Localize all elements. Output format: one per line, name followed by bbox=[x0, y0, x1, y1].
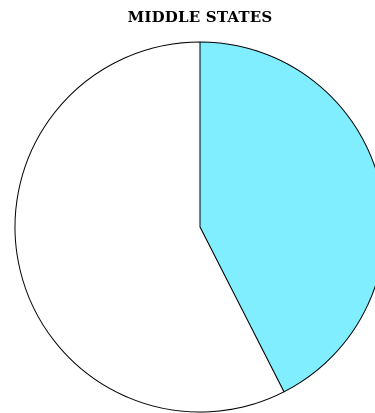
chart-title: MIDDLE STATES bbox=[127, 8, 273, 26]
pie-slice-1 bbox=[199, 41, 375, 393]
pie-slice-2 bbox=[14, 41, 285, 413]
